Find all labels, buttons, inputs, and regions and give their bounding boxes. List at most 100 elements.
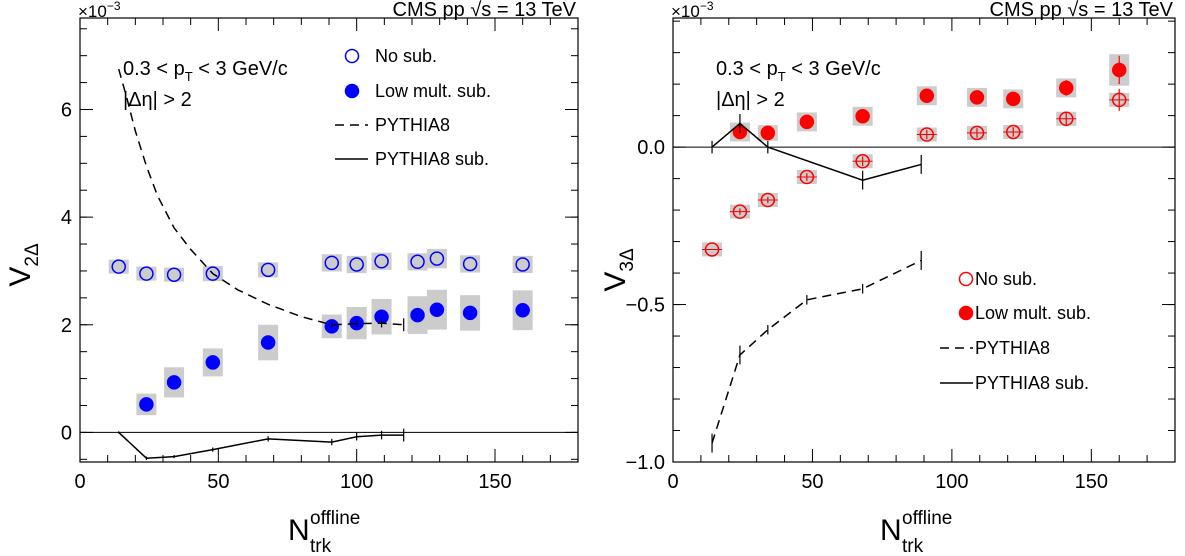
low-mult-sub--marker: [855, 108, 870, 124]
legend-open-circle-icon: [958, 271, 974, 287]
x-tick-label: 100: [340, 471, 373, 493]
no-sub--marker: [374, 254, 389, 269]
multiplier-label: ×10−3: [78, 0, 121, 21]
no-sub--marker: [139, 266, 154, 281]
y-axis-label: V2Δ: [4, 243, 43, 287]
no-sub--marker: [349, 257, 364, 272]
y-axis-label: V3Δ: [599, 248, 638, 292]
low-mult-sub--marker: [1111, 62, 1127, 78]
cut-pt-sub: T: [185, 69, 193, 84]
no-sub--marker: [324, 255, 340, 271]
no-sub--marker: [260, 262, 276, 278]
low-mult-sub--marker: [969, 90, 985, 105]
cut-pt-suffix: < 3 GeV/c: [786, 58, 881, 80]
no-sub--marker: [704, 242, 720, 257]
cut-pt-sub: T: [778, 69, 786, 84]
title-suffix: = 13 TeV: [491, 0, 576, 21]
y-axis-label-main: V: [4, 267, 37, 287]
legend-label: PYTHIA8: [975, 338, 1050, 358]
no-sub--marker: [919, 127, 935, 142]
no-sub--marker: [462, 256, 478, 272]
legend-filled-circle-icon: [958, 305, 974, 321]
y-axis-label-sub: 3Δ: [617, 248, 638, 272]
low-mult-sub--marker: [462, 305, 478, 321]
no-sub--marker: [410, 254, 425, 270]
pythia8-line: [118, 68, 404, 326]
x-axis-label-sup: offline: [310, 508, 360, 529]
no-sub--marker: [429, 251, 445, 266]
y-tick-label: 4: [61, 207, 72, 229]
legend-label: Low mult. sub.: [975, 303, 1091, 323]
low-mult-sub--marker: [410, 307, 425, 323]
y-tick-label: 0: [61, 422, 72, 444]
legend-label: PYTHIA8 sub.: [375, 149, 489, 169]
no-sub--marker: [969, 125, 985, 141]
y-axis-label-sub: 2Δ: [22, 243, 43, 267]
legend-open-circle-icon: [344, 48, 360, 64]
cut-pt-prefix: 0.3 < p: [123, 58, 185, 80]
title-prefix: CMS pp: [393, 0, 471, 21]
legend-label: PYTHIA8 sub.: [975, 373, 1089, 393]
x-tick-label: 50: [801, 471, 823, 493]
right-panel: 0 50 100 150 −1.0 −0.5 0.0 ×10−3 CMS pp √s = 13 …: [599, 0, 1176, 556]
x-tick-label: 0: [74, 471, 85, 493]
no-sub--marker: [1111, 92, 1127, 108]
title-suffix: = 13 TeV: [1088, 0, 1173, 21]
x-axis-label-sup: offline: [902, 508, 952, 529]
y-tick-label: −0.5: [626, 295, 665, 317]
no-sub--marker: [855, 154, 870, 169]
no-sub--marker: [205, 266, 221, 281]
cut-pt-suffix: < 3 GeV/c: [193, 58, 288, 80]
legend-label: Low mult. sub.: [375, 81, 491, 101]
y-tick-label: 2: [61, 315, 72, 337]
no-sub--marker: [1058, 111, 1074, 127]
cut-label-pt: 0.3 < pT < 3 GeV/c: [123, 58, 288, 84]
y-axis-label-main: V: [599, 272, 632, 292]
low-mult-sub--marker: [205, 355, 221, 370]
legend-label: No sub.: [975, 269, 1037, 289]
x-axis-label-main: N: [880, 514, 902, 547]
multiplier-exponent: −3: [700, 0, 714, 13]
low-mult-sub--marker: [1005, 91, 1021, 107]
cut-label-deta: |Δη| > 2: [716, 89, 785, 111]
x-axis-label-sub: trk: [902, 536, 924, 556]
multiplier-base: ×10: [671, 2, 700, 21]
low-mult-sub--marker: [1058, 80, 1074, 96]
x-tick-label: 150: [478, 471, 511, 493]
x-tick-label: 0: [667, 471, 678, 493]
x-axis-label-main: N: [288, 514, 310, 547]
low-mult-sub--marker: [260, 335, 276, 350]
low-mult-sub--marker: [515, 302, 530, 318]
pythia8-line: [711, 259, 922, 444]
x-tick-label: 50: [207, 471, 229, 493]
sqrt-glyph: √: [470, 0, 481, 21]
y-tick-label: 6: [61, 99, 72, 121]
low-mult-sub--marker: [799, 114, 815, 130]
legend-label: No sub.: [375, 46, 437, 66]
y-tick-label: −1.0: [626, 452, 665, 474]
multiplier-label: ×10−3: [671, 0, 714, 21]
title-prefix: CMS pp: [990, 0, 1068, 21]
x-tick-label: 100: [935, 471, 968, 493]
chart-title: CMS pp √s = 13 TeV: [990, 0, 1174, 21]
legend-label: PYTHIA8: [375, 115, 450, 135]
no-sub--marker: [1005, 124, 1021, 140]
multiplier-exponent: −3: [107, 0, 121, 13]
low-mult-sub--marker: [429, 302, 445, 317]
cut-pt-prefix: 0.3 < p: [716, 58, 778, 80]
low-mult-sub--marker: [166, 375, 182, 390]
no-sub--marker: [166, 267, 182, 282]
plot-frame: [672, 17, 1176, 463]
cut-label-pt: 0.3 < pT < 3 GeV/c: [716, 58, 881, 84]
no-sub--marker: [732, 204, 748, 219]
x-tick-label: 150: [1075, 471, 1108, 493]
low-mult-sub--marker: [139, 397, 154, 412]
sqrt-argument: s: [481, 0, 491, 21]
no-sub--marker: [111, 259, 126, 274]
no-sub--marker: [799, 169, 815, 185]
left-panel: 0 50 100 150 0 2 4 6 ×10−3 CMS pp √s = 13 TeV V2Δ N…: [4, 0, 579, 556]
pythia8-sub--line: [118, 431, 404, 460]
legend-filled-circle-icon: [344, 83, 360, 99]
x-axis-label-sub: trk: [310, 536, 332, 556]
